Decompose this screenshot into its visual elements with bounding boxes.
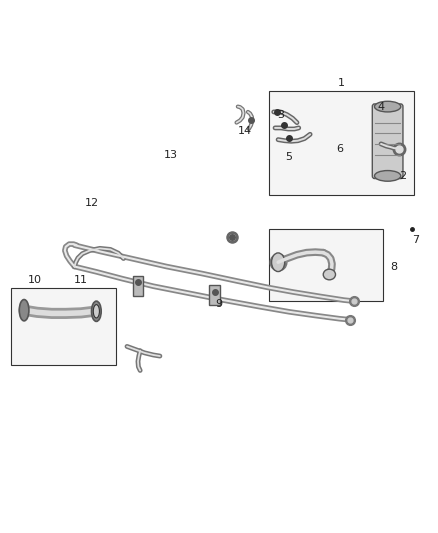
Text: 7: 7 (413, 235, 420, 245)
Text: 3: 3 (277, 110, 284, 119)
Bar (269, 91, 414, 195)
Text: 13: 13 (164, 150, 178, 159)
Bar (11, 288, 116, 365)
Text: 4: 4 (378, 102, 385, 111)
Text: 1: 1 (338, 78, 345, 87)
Text: 8: 8 (391, 262, 398, 271)
Ellipse shape (93, 305, 99, 318)
Ellipse shape (323, 269, 336, 280)
Ellipse shape (19, 300, 29, 321)
Text: 14: 14 (238, 126, 252, 135)
FancyBboxPatch shape (372, 104, 403, 179)
Text: 9: 9 (215, 299, 223, 309)
Ellipse shape (92, 301, 101, 321)
Text: 10: 10 (28, 275, 42, 285)
Text: 12: 12 (85, 198, 99, 207)
Ellipse shape (272, 253, 285, 271)
Text: 6: 6 (336, 144, 343, 154)
Bar (269, 229, 383, 301)
Ellipse shape (374, 171, 401, 181)
Text: 5: 5 (286, 152, 293, 162)
Ellipse shape (374, 101, 401, 112)
Bar (133, 276, 143, 296)
Bar (209, 285, 220, 305)
Text: 2: 2 (399, 171, 406, 181)
Text: 11: 11 (74, 275, 88, 285)
